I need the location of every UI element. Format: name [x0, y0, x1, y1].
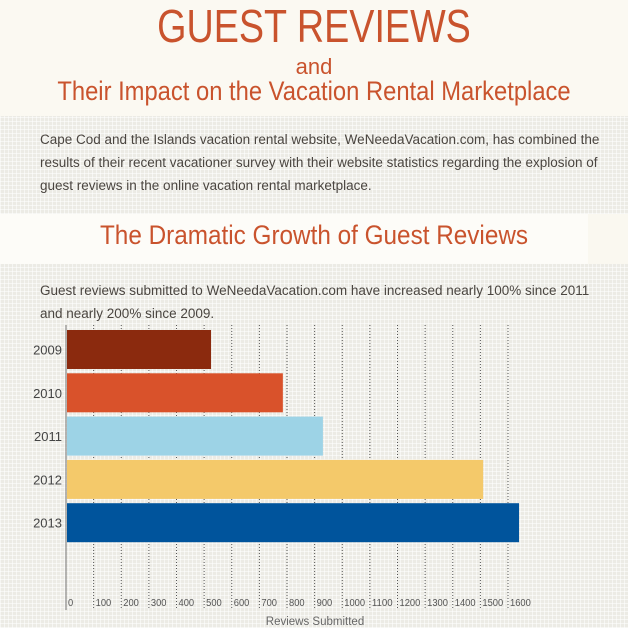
bar-2010 [67, 373, 283, 413]
section-description: Guest reviews submitted to WeNeedaVacati… [40, 283, 590, 321]
x-tick-label: 400 [179, 598, 195, 609]
intro-band [0, 116, 628, 214]
bar-2009 [67, 330, 212, 369]
page-title: GUEST REVIEWS [157, 0, 471, 52]
x-tick-label: 500 [206, 598, 222, 609]
x-tick-label: 200 [123, 598, 139, 609]
title-and: and [295, 54, 333, 79]
page-subtitle: Their Impact on the Vacation Rental Mark… [57, 76, 571, 106]
x-tick-label: 100 [96, 598, 112, 609]
intro-text: Cape Cod and the Islands vacation rental… [40, 132, 600, 193]
x-tick-label: 0 [68, 598, 74, 609]
y-category-label: 2013 [33, 516, 62, 531]
bar-2013 [67, 503, 520, 543]
x-tick-label: 300 [151, 598, 167, 609]
y-category-label: 2012 [33, 472, 62, 487]
bar-2011 [67, 416, 323, 456]
section-title: The Dramatic Growth of Guest Reviews [99, 220, 529, 250]
x-axis-label: Reviews Submitted [266, 616, 364, 628]
x-tick-label: 1000 [344, 598, 365, 609]
y-category-label: 2011 [34, 429, 62, 444]
x-tick-label: 900 [317, 598, 333, 609]
x-tick-label: 1400 [455, 598, 476, 609]
x-tick-label: 1200 [400, 598, 421, 609]
y-category-label: 2009 [33, 343, 62, 358]
y-category-label: 2010 [33, 386, 62, 401]
x-tick-label: 1500 [482, 598, 503, 609]
x-tick-label: 1100 [372, 598, 393, 609]
x-tick-label: 800 [289, 598, 305, 609]
x-tick-label: 1300 [427, 598, 448, 609]
x-tick-label: 700 [261, 598, 277, 609]
header [0, 0, 628, 116]
bar-2012 [67, 459, 484, 499]
x-tick-label: 600 [234, 598, 250, 609]
section-title-band [0, 214, 588, 264]
x-tick-label: 1600 [510, 598, 531, 609]
